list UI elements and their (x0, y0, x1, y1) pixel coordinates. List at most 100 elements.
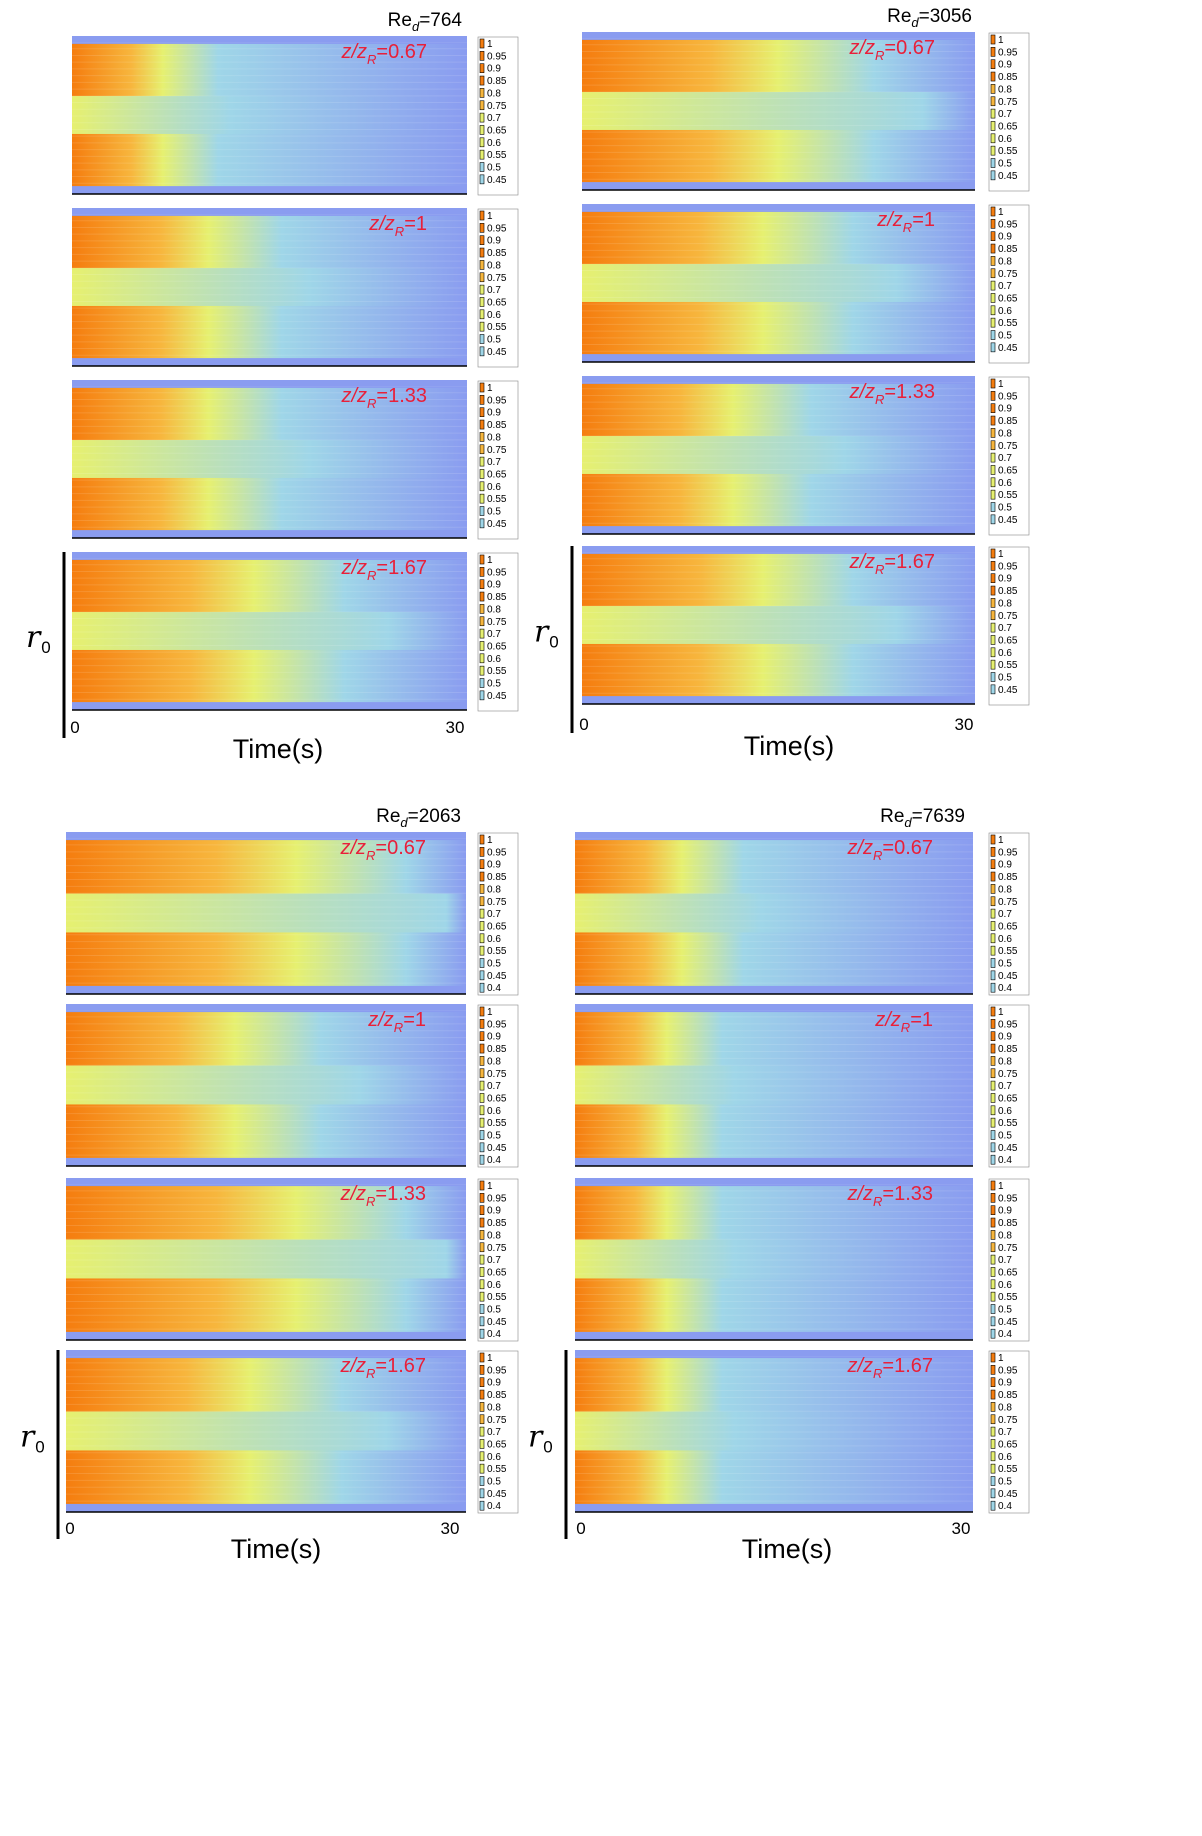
colorbar-swatch (479, 958, 485, 968)
colorbar-tick-label: 0.95 (487, 1019, 507, 1030)
colorbar-swatch (990, 896, 996, 907)
z-ratio-label: z/zR=1 (874, 1009, 933, 1035)
colorbar-swatch (479, 1006, 485, 1017)
colorbar-tick-label: 1 (487, 1353, 493, 1364)
colorbar-swatch (990, 1230, 996, 1240)
colorbar-swatch (990, 1500, 996, 1511)
colorbar-swatch (990, 1068, 996, 1079)
colorbar-tick-label: 0.45 (998, 971, 1018, 982)
colorbar-swatch (990, 1105, 996, 1116)
colorbar-tick-label: 0.65 (487, 297, 507, 308)
colorbar-tick-label: 0.85 (487, 872, 507, 883)
colorbar-tick-label: 0.75 (998, 269, 1018, 280)
colorbar-swatch (990, 1365, 996, 1375)
z-ratio-label: z/zR=1 (367, 1009, 426, 1035)
colorbar-tick-label: 0.65 (998, 1093, 1018, 1104)
colorbar-tick-label: 0.65 (998, 121, 1018, 132)
colorbar-swatch (990, 465, 996, 475)
colorbar-tick-label: 0.9 (998, 1032, 1012, 1043)
colorbar-tick-label: 0.4 (998, 983, 1012, 994)
z-ratio-label: z/zR=1.33 (340, 385, 427, 411)
heatmap-hot-band (582, 553, 975, 607)
colorbar-tick-label: 0.5 (487, 1131, 501, 1142)
colorbar-tick-label: 0.75 (998, 611, 1018, 622)
colorbar: 10.95 0.90.850.8 0.750.70.65 0.60.55 0.50.45… (477, 1004, 519, 1168)
colorbar-swatch (479, 1500, 485, 1511)
colorbar-swatch (479, 1056, 485, 1066)
colorbar-tick-label: 0.8 (487, 1230, 501, 1241)
colorbar-tick-label: 1 (998, 379, 1004, 390)
colorbar-tick-label: 0.65 (998, 921, 1018, 932)
colorbar-tick-label: 0.4 (487, 1329, 501, 1340)
z-ratio-label: z/zR=0.67 (339, 837, 426, 863)
heatmap-hot-band (72, 305, 467, 359)
colorbar: 10.95 0.90.850.8 0.750.70.65 0.60.55 0.50.45… (988, 1350, 1030, 1514)
z-ratio-label: z/zR=1.33 (339, 1183, 426, 1209)
heatmap-top-strip (575, 832, 973, 838)
colorbar-swatch (990, 1043, 996, 1054)
colorbar-swatch (479, 1352, 485, 1363)
colorbar-tick-label: 0.7 (998, 1427, 1012, 1438)
colorbar-swatch (990, 514, 996, 525)
colorbar-swatch (990, 1193, 996, 1203)
colorbar-tick-label: 0.75 (998, 441, 1018, 452)
colorbar-tick-label: 0.45 (487, 175, 507, 186)
heatmap-top-strip (575, 1004, 973, 1010)
colorbar-swatch (479, 284, 485, 295)
colorbar-tick-label: 0.75 (487, 1069, 507, 1080)
colorbar-tick-label: 0.75 (487, 897, 507, 908)
heatmap-panel: z/zR=0.67 10.950.90.850.80.750.70.650.60.… (72, 36, 519, 196)
colorbar-tick-label: 0.85 (998, 872, 1018, 883)
colorbar-swatch (990, 548, 996, 559)
colorbar-swatch (479, 506, 485, 516)
colorbar-tick-label: 0.8 (487, 432, 501, 443)
colorbar-swatch (479, 1068, 485, 1079)
colorbar-tick-label: 0.6 (487, 1106, 501, 1117)
colorbar-swatch (479, 1426, 485, 1437)
colorbar-tick-label: 0.8 (998, 1230, 1012, 1241)
colorbar-frame (988, 832, 1030, 996)
colorbar-tick-label: 0.8 (998, 84, 1012, 95)
z-ratio-label: z/zR=1.67 (339, 1355, 426, 1381)
colorbar-swatch (479, 1193, 485, 1203)
r-axis-tick-label: 0 (549, 633, 558, 652)
colorbar-swatch (479, 1439, 485, 1449)
colorbar-swatch (479, 1254, 485, 1265)
colorbar-tick-label: 0.45 (998, 1317, 1018, 1328)
colorbar-tick-label: 0.6 (998, 306, 1012, 317)
heatmap-top-strip (582, 376, 975, 382)
colorbar-swatch (479, 665, 485, 676)
heatmap-panel: z/zR=1 10.95 0.90.850.8 0.750.70.65 0.60.55 0… (72, 208, 519, 368)
colorbar-tick-label: 0.65 (998, 1267, 1018, 1278)
colorbar-tick-label: 0.75 (998, 97, 1018, 108)
colorbar-swatch (990, 280, 996, 291)
heatmap-hot-band (66, 1186, 466, 1240)
colorbar-swatch (990, 672, 996, 682)
heatmap-panel: z/zR=1.33 10.950.90.850.80.750.70.650.60.… (582, 376, 1030, 536)
heatmap-panel: z/zR=1 10.95 0.90.850.8 0.750.70.65 0.60.55 0… (66, 1004, 519, 1168)
colorbar-swatch (479, 908, 485, 919)
colorbar-swatch (479, 591, 485, 602)
heatmap-top-strip (72, 208, 467, 214)
colorbar-swatch (479, 616, 485, 627)
colorbar-tick-label: 0.65 (487, 1267, 507, 1278)
colorbar-tick-label: 1 (487, 555, 493, 566)
colorbar-tick-label: 0.85 (998, 1218, 1018, 1229)
colorbar-tick-label: 0.5 (487, 163, 501, 174)
colorbar-swatch (990, 1267, 996, 1277)
colorbar-swatch (479, 38, 485, 49)
colorbar-tick-label: 0.5 (998, 331, 1012, 342)
colorbar-tick-label: 0.7 (998, 109, 1012, 120)
colorbar-frame (477, 36, 519, 196)
colorbar-frame (477, 832, 519, 996)
colorbar-swatch (990, 1279, 996, 1290)
colorbar-swatch (479, 1488, 485, 1499)
heatmap-hot-band (72, 387, 467, 441)
heatmap-top-strip (66, 1004, 466, 1010)
colorbar-swatch (479, 210, 485, 221)
colorbar-tick-label: 0.6 (998, 1106, 1012, 1117)
colorbar-swatch (990, 1180, 996, 1191)
colorbar-tick-label: 0.9 (998, 860, 1012, 871)
colorbar-tick-label: 0.6 (487, 482, 501, 493)
colorbar-tick-label: 0.75 (998, 897, 1018, 908)
